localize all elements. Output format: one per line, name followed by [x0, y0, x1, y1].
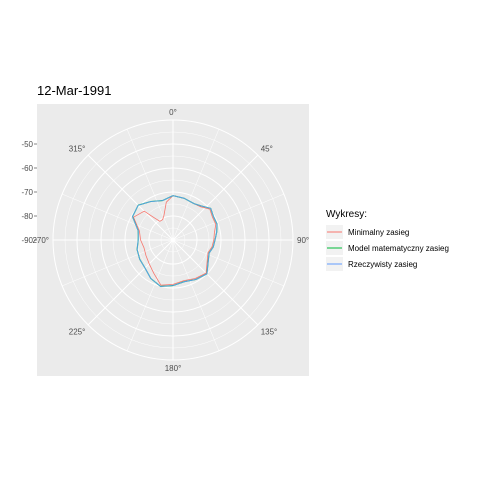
legend: Wykresy: Minimalny zasieg Model matematyc…: [326, 209, 449, 271]
grid-spoke-minor: [172, 129, 220, 241]
grid-spoke-minor: [62, 239, 174, 287]
grid-spoke: [172, 239, 259, 326]
grid-spoke: [87, 239, 174, 326]
grid-spoke-minor: [172, 193, 284, 241]
angle-tick-label: 180°: [165, 364, 182, 373]
legend-label: Rzeczywisty zasieg: [348, 260, 417, 269]
legend-items: Minimalny zasieg Model matematyczny zasie…: [326, 225, 449, 271]
grid-spoke-minor: [172, 239, 220, 351]
radial-tick-labels: -50 -60 -70 -80 -90: [21, 140, 37, 245]
radial-tick-label: -60: [21, 164, 33, 173]
grid-spoke-minor: [126, 129, 174, 241]
radial-tick-label: -70: [21, 188, 33, 197]
angle-tick-label: 0°: [169, 108, 177, 117]
angle-tick-labels: 0° 45° 90° 135° 180° 225° 270° 315°: [32, 108, 309, 373]
radial-tick-label: -90: [21, 236, 33, 245]
legend-label: Minimalny zasieg: [348, 228, 409, 237]
angle-tick-label: 45°: [261, 144, 273, 153]
angle-tick-label: 225°: [69, 328, 86, 337]
grid-spoke-minor: [62, 193, 174, 241]
legend-title: Wykresy:: [326, 209, 367, 220]
grid-spoke: [172, 154, 259, 241]
legend-label: Model matematyczny zasieg: [348, 244, 449, 253]
legend-item: Minimalny zasieg: [326, 225, 409, 239]
grid-spoke-minor: [126, 239, 174, 351]
legend-item: Rzeczywisty zasieg: [326, 257, 417, 271]
series-layer: [131, 195, 218, 287]
angle-tick-label: 270°: [32, 236, 49, 245]
angle-tick-label: 135°: [261, 328, 278, 337]
grid: [52, 119, 294, 361]
radial-tick-label: -50: [21, 140, 33, 149]
grid-spoke: [87, 154, 174, 241]
series-line: [132, 195, 218, 287]
angle-tick-label: 90°: [297, 236, 309, 245]
legend-item: Model matematyczny zasieg: [326, 241, 449, 255]
series-line: [133, 195, 217, 286]
grid-spoke-minor: [172, 239, 284, 287]
angle-tick-label: 315°: [69, 144, 86, 153]
chart-title: 12-Mar-1991: [37, 83, 111, 98]
radial-tick-label: -80: [21, 212, 33, 221]
